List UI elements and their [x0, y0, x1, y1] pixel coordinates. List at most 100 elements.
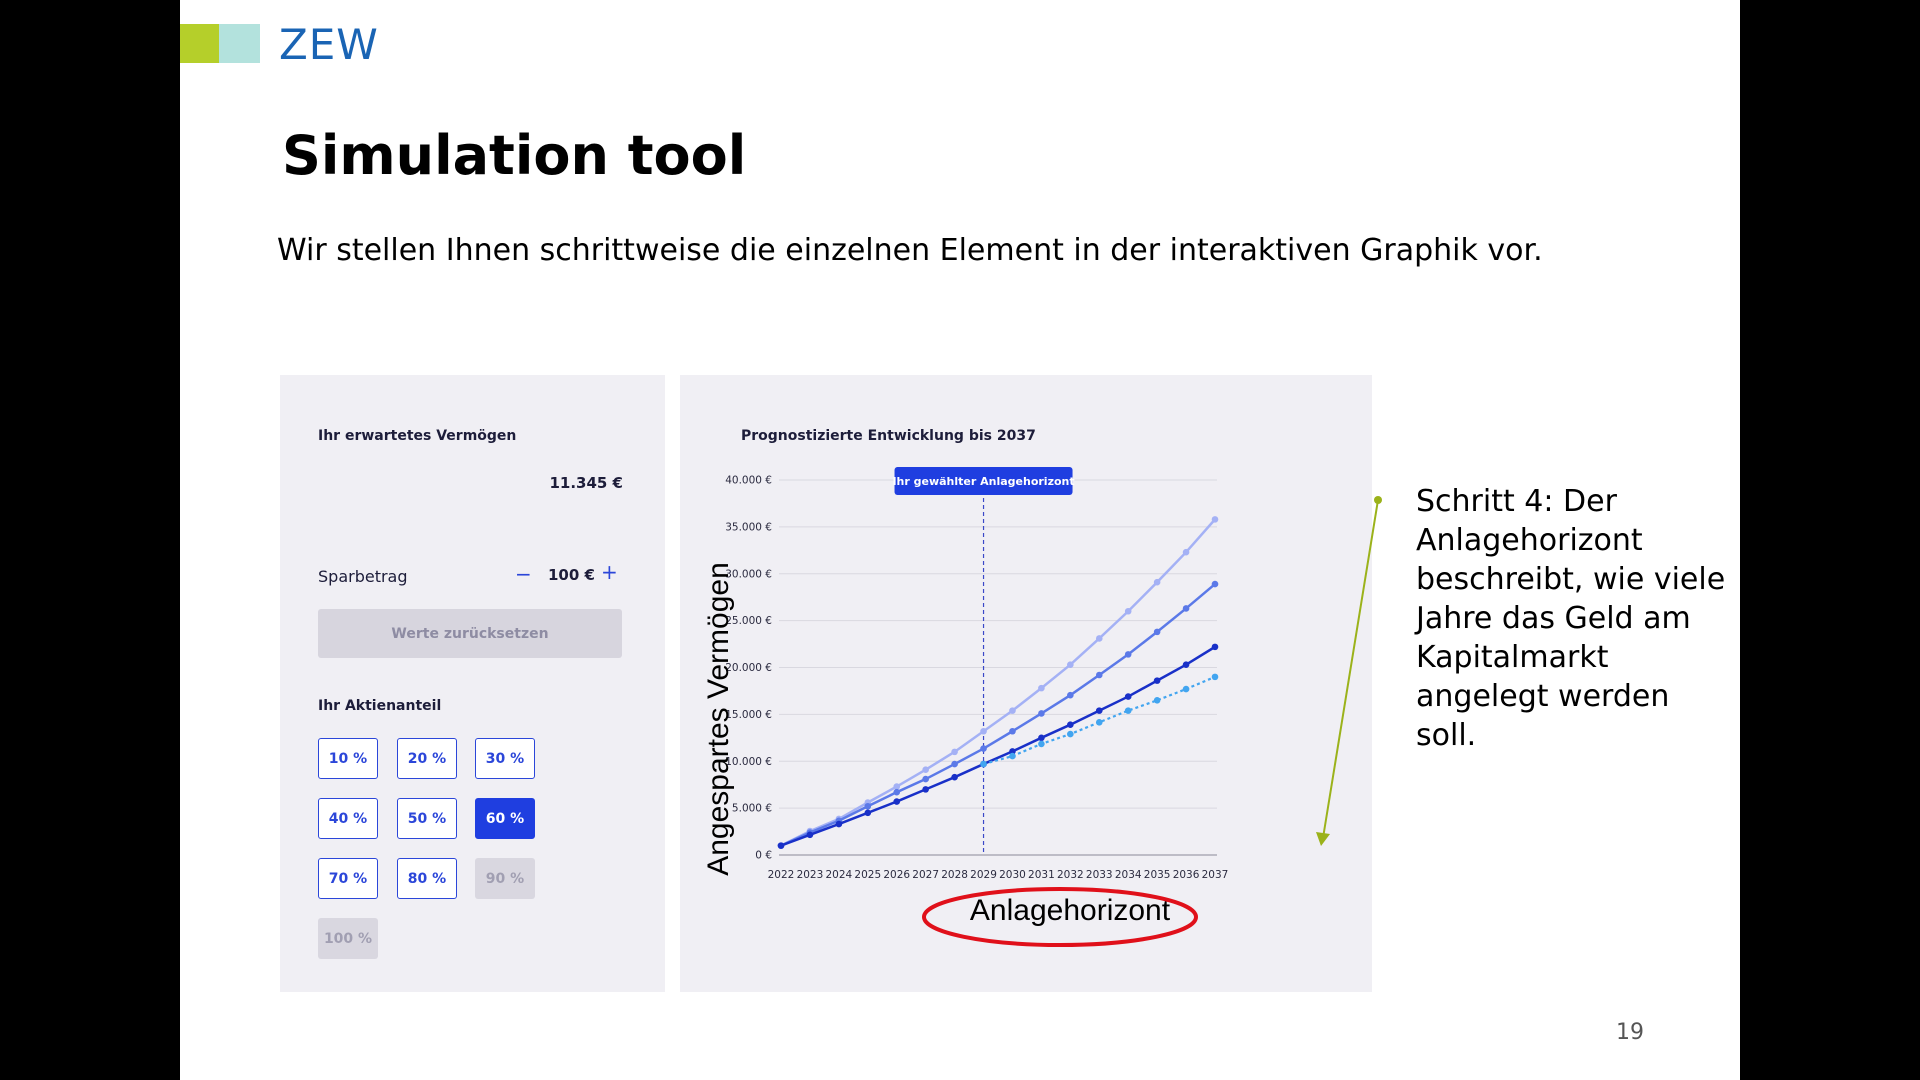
savings-amount-label: Sparbetrag [318, 567, 408, 586]
y-tick-label: 40.000 € [725, 475, 772, 487]
data-point [922, 775, 929, 783]
input-panel: Ihr erwartetes Vermögen 11.345 € Sparbet… [280, 375, 665, 992]
annotation-arrow-start-dot [1374, 496, 1382, 504]
data-point [1153, 697, 1161, 704]
data-point [1095, 671, 1103, 679]
data-point [1182, 548, 1190, 556]
x-tick-label: 2028 [941, 869, 968, 881]
y-axis-label: Angespartes Vermögen [702, 562, 735, 876]
equity-option-10[interactable]: 10 % [318, 738, 378, 779]
zew-logo-green-block [180, 24, 219, 63]
y-tick-label: 15.000 € [725, 709, 772, 721]
equity-option-50[interactable]: 50 % [397, 798, 457, 839]
equity-option-90: 90 % [475, 858, 535, 899]
horizon-tooltip-text: Ihr gewählter Anlagehorizont [892, 475, 1074, 488]
equity-option-40[interactable]: 40 % [318, 798, 378, 839]
data-point [1067, 721, 1074, 728]
y-tick-label: 10.000 € [725, 756, 772, 768]
data-point [1009, 727, 1016, 735]
projection-chart: 0 € 5.000 € 10.000 € 15.000 € 20.000 € 25.000… [725, 467, 1229, 881]
equity-option-70[interactable]: 70 % [318, 858, 378, 899]
data-point [1038, 740, 1045, 748]
y-tick-label: 20.000 € [725, 662, 772, 674]
data-point [980, 727, 987, 735]
x-tick-label: 2024 [825, 869, 852, 881]
data-point [1067, 691, 1074, 699]
slide-subtitle: Wir stellen Ihnen schrittweise die einze… [277, 233, 1543, 268]
data-point [864, 809, 872, 817]
y-tick-label: 25.000 € [725, 615, 772, 627]
savings-increase-button[interactable]: + [601, 560, 618, 584]
horizon-tooltip-box [894, 467, 1073, 495]
data-point [951, 760, 958, 768]
data-point [922, 786, 929, 793]
data-point [893, 783, 901, 790]
data-point [893, 788, 901, 796]
savings-amount-value: 100 € [548, 566, 595, 584]
series-line-1 [780, 583, 1216, 847]
savings-decrease-button[interactable]: − [515, 562, 532, 586]
data-point [806, 831, 814, 839]
x-tick-label: 2025 [854, 869, 881, 881]
series-line-3 [983, 675, 1216, 766]
data-point [980, 760, 987, 768]
equity-option-20[interactable]: 20 % [397, 738, 457, 779]
data-point [922, 766, 929, 773]
data-point [1095, 635, 1103, 642]
data-point [1038, 684, 1045, 692]
x-tick-label: 2037 [1202, 869, 1229, 881]
equity-option-60[interactable]: 60 % [475, 798, 535, 839]
equity-option-80[interactable]: 80 % [397, 858, 457, 899]
equity-option-100: 100 % [318, 918, 378, 959]
data-point [951, 773, 958, 781]
x-tick-label: 2026 [883, 869, 910, 881]
x-tick-label: 2032 [1057, 869, 1084, 881]
data-point [1095, 707, 1103, 714]
data-point [1009, 707, 1016, 714]
data-point [1153, 578, 1161, 586]
x-tick-label: 2036 [1173, 869, 1200, 881]
x-tick-label: 2035 [1144, 869, 1171, 881]
data-point [1182, 685, 1190, 693]
x-tick-label: 2031 [1028, 869, 1055, 881]
data-point [1211, 580, 1219, 588]
chart-panel: Prognostizierte Entwicklung bis 2037 0 €… [680, 375, 1372, 992]
reset-values-button[interactable]: Werte zurücksetzen [318, 609, 622, 658]
data-point [1153, 628, 1161, 636]
data-point [1009, 752, 1016, 760]
zew-logo-text: ZEW [279, 20, 379, 69]
equity-option-30[interactable]: 30 % [475, 738, 535, 779]
x-tick-label: 2033 [1086, 869, 1113, 881]
x-tick-label: 2022 [768, 869, 795, 881]
series-line-2 [780, 645, 1216, 847]
data-point [1124, 651, 1132, 658]
data-point [1038, 710, 1045, 717]
x-tick-label: 2034 [1115, 869, 1142, 881]
slide-title: Simulation tool [282, 124, 747, 187]
data-point [1211, 673, 1219, 681]
page-number: 19 [1616, 1020, 1644, 1045]
data-point [777, 842, 785, 849]
data-point [835, 820, 843, 828]
data-point [1124, 693, 1132, 700]
data-point [1211, 516, 1219, 523]
series-line-0 [780, 518, 1216, 847]
data-point [1182, 661, 1190, 668]
expected-wealth-value: 11.345 € [549, 474, 623, 492]
data-point [980, 745, 987, 752]
y-tick-label: 5.000 € [732, 803, 772, 815]
data-point [1124, 607, 1132, 615]
data-point [1067, 730, 1074, 738]
data-point [1211, 643, 1219, 651]
data-point [1095, 719, 1103, 726]
step-annotation: Schritt 4: Der Anlagehorizont beschreibt… [1416, 484, 1726, 753]
y-tick-label: 35.000 € [725, 521, 772, 533]
y-tick-label: 30.000 € [725, 568, 772, 580]
data-point [864, 802, 872, 810]
data-point [951, 748, 958, 756]
data-point [893, 798, 901, 805]
x-tick-label: 2023 [797, 869, 824, 881]
x-tick-label: 2030 [999, 869, 1026, 881]
expected-wealth-label: Ihr erwartetes Vermögen [318, 428, 517, 444]
data-point [1009, 748, 1016, 755]
